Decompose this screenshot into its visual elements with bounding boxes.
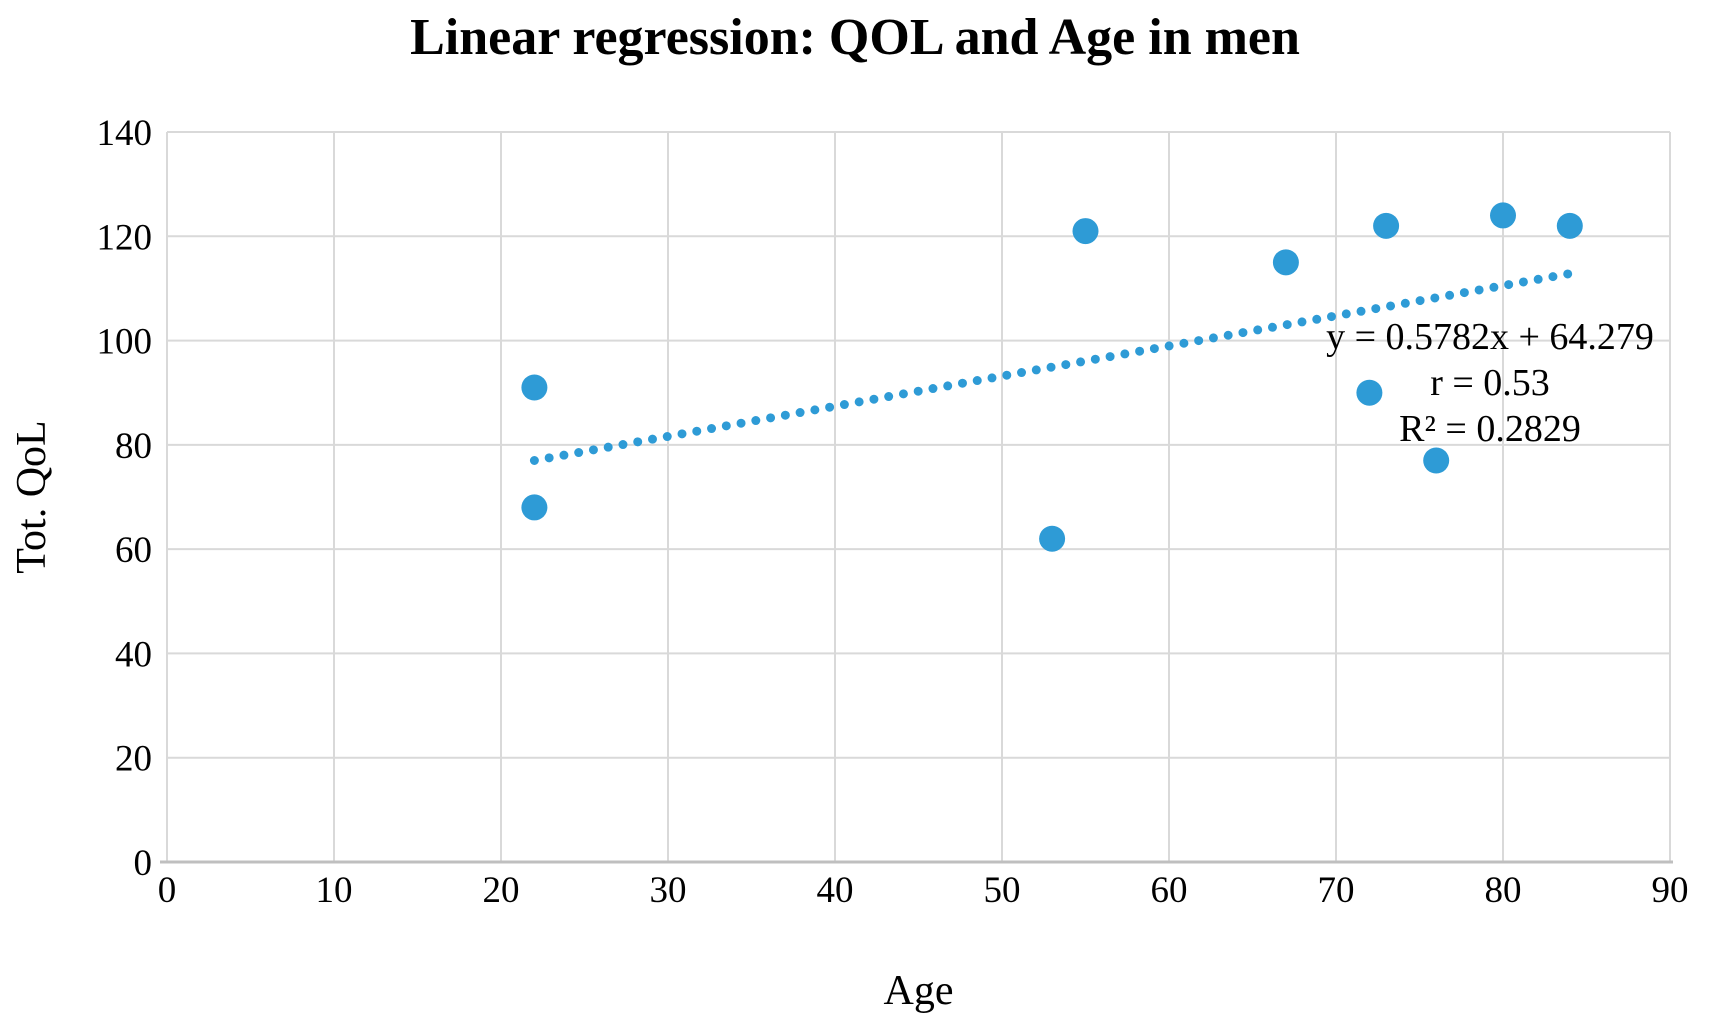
x-tick-label: 50 — [984, 870, 1021, 911]
y-axis-title: Tot. QoL — [9, 420, 55, 573]
y-tick-label: 80 — [115, 426, 152, 467]
tick-labels: 0 20 40 60 80 100 120 140 0 10 20 30 40 50 60 70 80 90 Age… — [9, 113, 1689, 1014]
scatter-point — [521, 374, 548, 401]
chart-title: Linear regression: QOL and Age in men — [410, 9, 1300, 66]
y-tick-label: 120 — [97, 217, 153, 258]
y-tick-label: 0 — [134, 843, 153, 884]
scatter-point — [1272, 249, 1299, 276]
y-tick-label: 40 — [115, 634, 152, 675]
x-tick-label: 90 — [1652, 870, 1689, 911]
x-axis-title: Age — [884, 968, 954, 1014]
data-points — [521, 202, 1583, 552]
trendline — [529, 269, 1575, 466]
scatter-point — [1039, 525, 1066, 552]
annotation-line: y = 0.5782x + 64.279 — [1326, 316, 1654, 358]
scatter-point — [521, 494, 548, 521]
scatter-point — [1356, 379, 1383, 406]
trendline-dotted — [529, 269, 1575, 466]
x-tick-label: 70 — [1318, 870, 1355, 911]
gridlines — [166, 131, 1671, 862]
x-tick-label: 0 — [158, 870, 177, 911]
x-tick-label: 10 — [316, 870, 353, 911]
x-tick-label: 40 — [817, 870, 854, 911]
annotation-line: r = 0.53 — [1430, 362, 1550, 404]
scatter-point — [1490, 202, 1516, 229]
scatter-point — [1373, 212, 1400, 239]
y-tick-label: 60 — [115, 530, 152, 571]
annotation-line: R² = 0.2829 — [1399, 408, 1581, 450]
y-tick-label: 140 — [97, 113, 153, 154]
x-tick-label: 60 — [1151, 870, 1188, 911]
y-tick-label: 20 — [115, 739, 152, 780]
scatter-point — [1423, 447, 1450, 474]
x-tick-label: 20 — [483, 870, 520, 911]
x-tick-label: 80 — [1485, 870, 1522, 911]
x-tick-label: 30 — [650, 870, 687, 911]
scatter-point — [1072, 218, 1099, 245]
scatter-point — [1556, 212, 1583, 239]
y-tick-label: 100 — [97, 322, 153, 363]
